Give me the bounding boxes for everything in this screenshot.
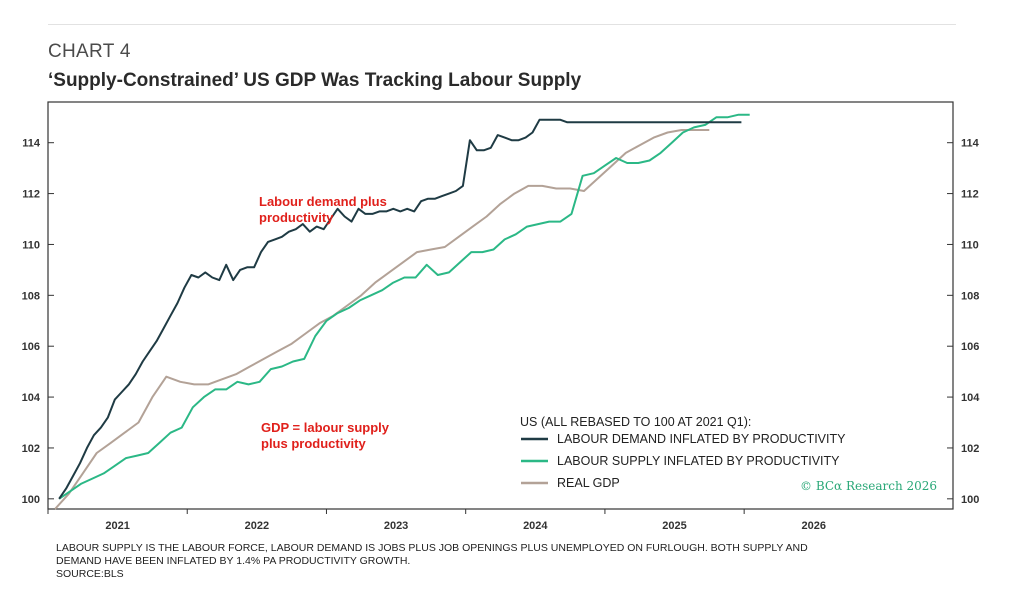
x-tick-label: 2021 bbox=[105, 520, 129, 532]
annotation-gdp-line2: plus productivity bbox=[261, 436, 367, 451]
y-tick-label-left: 112 bbox=[22, 189, 40, 201]
chart-number: CHART 4 bbox=[48, 41, 131, 62]
legend-labour-demand-label: LABOUR DEMAND INFLATED BY PRODUCTIVITY bbox=[557, 432, 846, 446]
plot-border bbox=[47, 101, 954, 510]
y-axis-right: 100 102 104 106 108 110 112 114 bbox=[947, 138, 980, 506]
x-tick-label: 2024 bbox=[523, 520, 548, 532]
y-tick-label-right: 112 bbox=[961, 189, 979, 201]
y-tick-label-left: 106 bbox=[22, 341, 40, 353]
y-tick-label-left: 114 bbox=[22, 138, 41, 150]
y-tick-label-right: 102 bbox=[961, 443, 979, 455]
legend: US (ALL REBASED TO 100 AT 2021 Q1): LABO… bbox=[520, 415, 846, 490]
legend-labour-supply-label: LABOUR SUPPLY INFLATED BY PRODUCTIVITY bbox=[557, 454, 840, 468]
x-tick-label: 2026 bbox=[802, 520, 826, 532]
annotation-labour-demand-line1: Labour demand plus bbox=[259, 194, 387, 209]
y-tick-label-left: 100 bbox=[22, 494, 40, 506]
y-tick-label-right: 110 bbox=[961, 239, 979, 251]
legend-real-gdp-label: REAL GDP bbox=[557, 476, 620, 490]
plot-frame bbox=[47, 101, 954, 510]
real-gdp-line bbox=[54, 129, 710, 510]
footnote-source: SOURCE:BLS bbox=[56, 568, 124, 580]
y-tick-label-right: 104 bbox=[961, 392, 980, 404]
y-tick-label-left: 102 bbox=[22, 443, 40, 455]
y-tick-label-right: 100 bbox=[961, 494, 979, 506]
y-axis-left: 100 102 104 106 108 110 112 114 bbox=[22, 138, 54, 506]
x-tick-label: 2022 bbox=[245, 520, 269, 532]
footnote: LABOUR SUPPLY IS THE LABOUR FORCE, LABOU… bbox=[56, 542, 956, 581]
footnote-line-2: DEMAND HAVE BEEN INFLATED BY 1.4% PA PRO… bbox=[56, 555, 411, 567]
chart-title: ‘Supply-Constrained’ US GDP Was Tracking… bbox=[48, 70, 582, 91]
credit-watermark: © BCα Research 2026 bbox=[800, 479, 937, 493]
footnote-line-1: LABOUR SUPPLY IS THE LABOUR FORCE, LABOU… bbox=[56, 542, 808, 554]
x-tick-label: 2025 bbox=[662, 520, 686, 532]
y-tick-label-right: 108 bbox=[961, 290, 979, 302]
y-tick-label-right: 106 bbox=[961, 341, 979, 353]
x-axis: 2021 2022 2023 2024 2025 2026 bbox=[47, 509, 826, 532]
y-tick-label-left: 108 bbox=[22, 290, 40, 302]
y-tick-label-right: 114 bbox=[961, 138, 980, 150]
labour-supply-line bbox=[58, 113, 750, 500]
legend-title: US (ALL REBASED TO 100 AT 2021 Q1): bbox=[520, 415, 751, 429]
y-tick-label-left: 110 bbox=[22, 239, 40, 251]
top-rule bbox=[48, 24, 956, 25]
annotation-gdp-line1: GDP = labour supply bbox=[261, 420, 390, 435]
y-tick-label-left: 104 bbox=[22, 392, 41, 404]
x-tick-label: 2023 bbox=[384, 520, 408, 532]
labour-demand-line bbox=[58, 118, 742, 500]
annotation-labour-demand-line2: productivity bbox=[259, 210, 334, 225]
series-lines bbox=[54, 113, 750, 510]
